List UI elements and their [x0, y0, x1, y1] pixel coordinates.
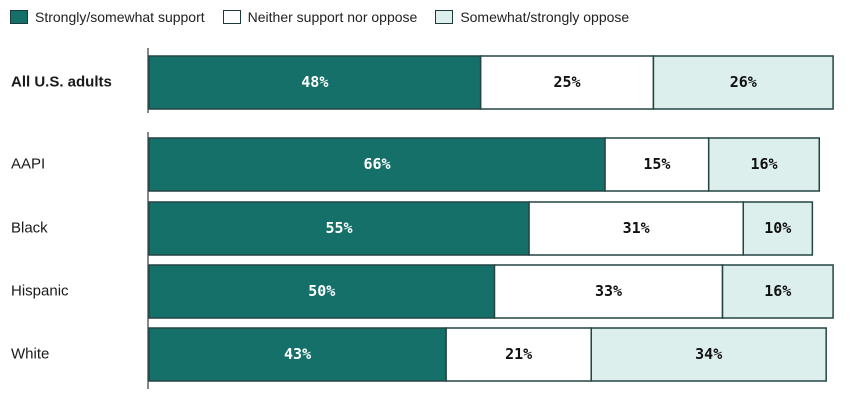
legend-label-oppose: Somewhat/strongly oppose — [460, 9, 630, 25]
value-label-black-1: 31% — [623, 219, 650, 237]
legend-label-support: Strongly/somewhat support — [35, 9, 205, 25]
value-label-all-u-s-adults-2: 26% — [730, 73, 757, 91]
legend-label-neither: Neither support nor oppose — [247, 9, 418, 25]
value-label-all-u-s-adults-1: 25% — [554, 73, 581, 91]
value-label-black-2: 10% — [764, 219, 791, 237]
value-label-aapi-1: 15% — [643, 155, 670, 173]
bar-segment-black-2 — [742, 201, 814, 256]
row-label-black: Black — [11, 219, 48, 236]
bar-segment-aapi-0 — [148, 137, 606, 192]
value-label-aapi-2: 16% — [750, 155, 777, 173]
bar-segment-white-0 — [148, 327, 447, 382]
legend-swatch-neither — [222, 10, 241, 24]
legend-item-support: Strongly/somewhat support — [10, 9, 205, 25]
row-label-all-u-s-adults: All U.S. adults — [11, 73, 112, 90]
bar-segment-aapi-2 — [707, 137, 821, 192]
row-label-white: White — [11, 345, 49, 362]
value-label-black-0: 55% — [325, 219, 352, 237]
value-label-hispanic-0: 50% — [308, 282, 335, 300]
value-label-all-u-s-adults-0: 48% — [301, 73, 328, 91]
bar-segment-all-u-s-adults-2 — [652, 55, 834, 110]
value-label-white-2: 34% — [695, 345, 722, 363]
legend-swatch-support — [10, 10, 28, 24]
bar-segment-black-1 — [528, 201, 745, 256]
value-label-white-1: 21% — [505, 345, 532, 363]
bar-segment-hispanic-2 — [721, 264, 834, 319]
value-label-white-0: 43% — [284, 345, 311, 363]
row-label-hispanic: Hispanic — [11, 282, 69, 299]
bar-segment-black-0 — [148, 201, 530, 256]
legend-swatch-oppose — [435, 10, 454, 24]
row-label-aapi: AAPI — [11, 155, 45, 172]
value-label-hispanic-1: 33% — [595, 282, 622, 300]
bar-segment-white-2 — [590, 327, 827, 382]
bar-segment-all-u-s-adults-0 — [148, 55, 482, 110]
legend-item-neither: Neither support nor oppose — [222, 9, 418, 25]
bar-segment-white-1 — [445, 327, 592, 382]
bar-segment-aapi-1 — [604, 137, 710, 192]
value-label-aapi-0: 66% — [363, 155, 390, 173]
chart-legend: Strongly/somewhat support Neither suppor… — [10, 6, 629, 28]
legend-item-oppose: Somewhat/strongly oppose — [435, 9, 629, 25]
bar-segment-hispanic-0 — [148, 264, 496, 319]
bar-segment-hispanic-1 — [493, 264, 724, 319]
value-label-hispanic-2: 16% — [764, 282, 791, 300]
